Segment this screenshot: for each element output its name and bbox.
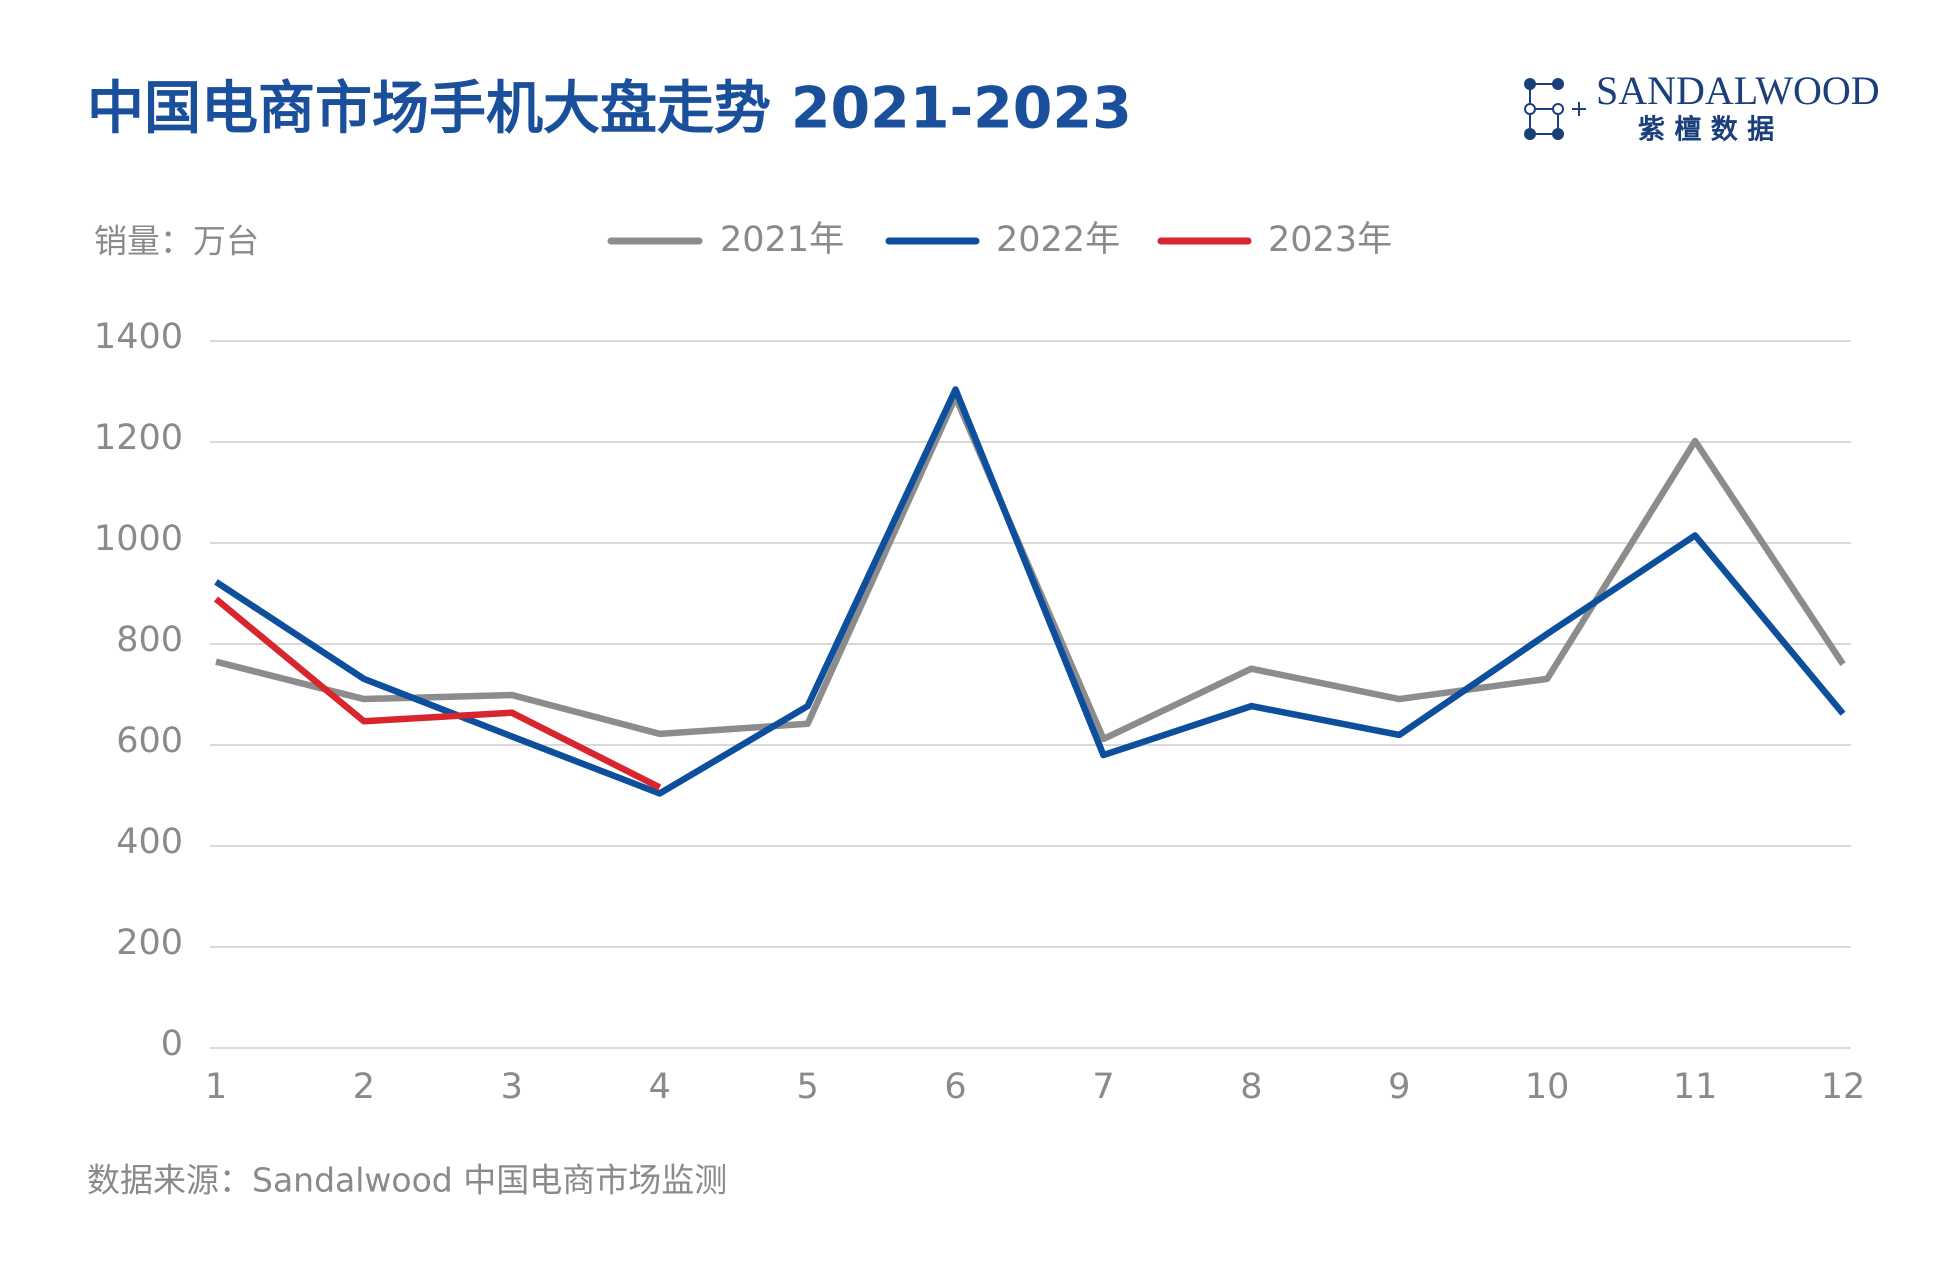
series-line [213, 596, 662, 791]
x-tick-label: 4 [649, 1067, 671, 1107]
y-tick-label: 200 [116, 923, 183, 963]
y-tick-label: 1400 [94, 317, 183, 357]
x-tick-label: 12 [1821, 1067, 1866, 1107]
x-tick-label: 1 [205, 1067, 227, 1107]
x-tick-label: 7 [1092, 1067, 1114, 1107]
series-line [214, 386, 1846, 797]
x-tick-label: 3 [501, 1067, 523, 1107]
y-tick-label: 1200 [94, 418, 183, 458]
x-tick-label: 2 [353, 1067, 375, 1107]
y-tick-label: 800 [116, 620, 183, 660]
x-tick-label: 5 [796, 1067, 818, 1107]
x-tick-label: 10 [1525, 1067, 1570, 1107]
logo: SANDALWOOD 紫 檀 数 据 [1524, 68, 1880, 146]
y-tick-label: 0 [161, 1024, 183, 1064]
y-tick-label: 600 [116, 721, 183, 761]
chart-title: 中国电商市场手机大盘走势 2021-2023 [87, 76, 1132, 142]
x-tick-label: 9 [1388, 1067, 1410, 1107]
logo-name: SANDALWOOD [1596, 68, 1880, 113]
x-tick-label: 11 [1673, 1067, 1718, 1107]
source-note: 数据来源：Sandalwood 中国电商市场监测 [87, 1161, 727, 1200]
legend-label: 2023年 [1268, 220, 1392, 260]
legend-label: 2021年 [720, 220, 844, 260]
logo-subtitle: 紫 檀 数 据 [1638, 114, 1774, 146]
y-tick-label: 400 [116, 822, 183, 862]
y-tick-label: 1000 [94, 519, 183, 559]
x-tick-label: 6 [944, 1067, 966, 1107]
y-axis-label: 销量：万台 [94, 222, 259, 261]
logo-icon [1524, 78, 1586, 140]
legend-label: 2022年 [996, 220, 1120, 260]
x-tick-label: 8 [1240, 1067, 1262, 1107]
